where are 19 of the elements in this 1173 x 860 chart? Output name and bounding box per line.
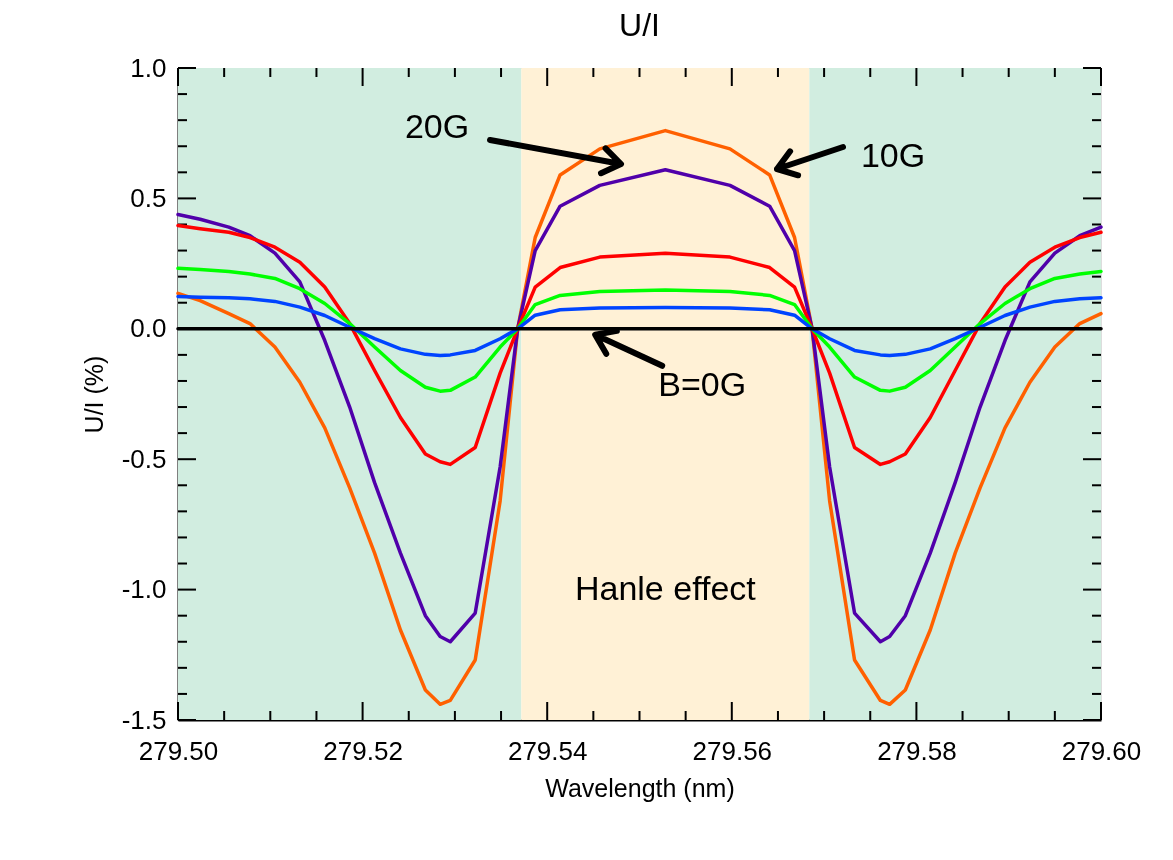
- y-tick-label: 0.0: [130, 313, 167, 344]
- y-tick-label: -1.0: [121, 574, 167, 605]
- y-axis-title: U/I (%): [79, 355, 108, 434]
- chart-title: U/I: [619, 7, 660, 43]
- x-tick-label: 279.56: [692, 735, 773, 766]
- y-tick-label: 1.0: [130, 52, 167, 83]
- x-axis-title: Wavelength (nm): [545, 773, 735, 802]
- annotation: 20G: [404, 107, 470, 145]
- x-tick-label: 279.52: [323, 735, 403, 766]
- y-tick-label: -1.5: [121, 704, 167, 735]
- band-label: Hanle effect: [574, 568, 757, 607]
- y-tick-label: 0.5: [130, 182, 167, 213]
- annotation: B=0G: [658, 364, 747, 403]
- x-tick-label: 279.58: [877, 735, 957, 766]
- x-tick-label: 279.54: [507, 735, 588, 766]
- x-tick-label: 279.60: [1061, 735, 1142, 766]
- x-tick-label: 279.50: [138, 735, 219, 766]
- annotation: 10G: [860, 136, 926, 174]
- y-tick-label: -0.5: [121, 443, 167, 474]
